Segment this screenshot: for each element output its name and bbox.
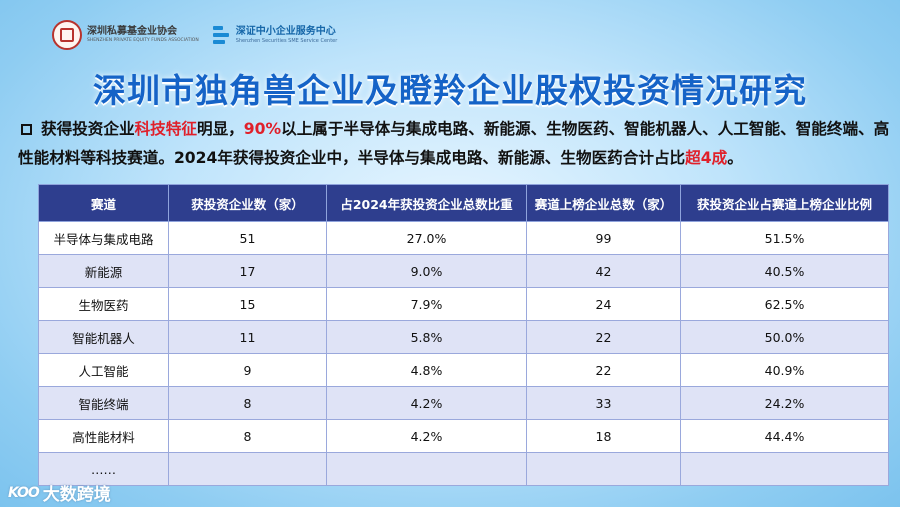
szse-mark-icon — [212, 24, 231, 46]
col-header-invested-ratio: 获投资企业占赛道上榜企业比例 — [680, 184, 889, 222]
cell-share-2024: 4.8% — [326, 353, 527, 387]
col-header-invested-count: 获投资企业数（家） — [168, 184, 327, 222]
cell-share-2024: 7.9% — [326, 287, 527, 321]
cell-invested-count: 17 — [168, 254, 327, 288]
cell-invested-ratio: 62.5% — [680, 287, 889, 321]
col-header-listed-total: 赛道上榜企业总数（家） — [526, 184, 681, 222]
cell-listed-total: 33 — [526, 386, 681, 420]
cell-invested-ratio: 44.4% — [680, 419, 889, 453]
cell-track: …… — [38, 452, 169, 486]
sz-pe-association-logo: 深圳私募基金业协会 SHENZHEN PRIVATE EQUITY FUNDS … — [52, 20, 199, 50]
cell-invested-count — [168, 452, 327, 486]
cell-listed-total: 22 — [526, 353, 681, 387]
bullet-text-4: 。 — [727, 149, 743, 167]
cell-invested-ratio: 51.5% — [680, 221, 889, 255]
bullet-text-3: 以上属于半导体与集成电路、新能源、生物医药、智能机器人、人工智能、智能终端、高性… — [18, 120, 890, 167]
bullet-highlight-3: 超4成 — [685, 149, 728, 167]
cell-invested-count: 8 — [168, 419, 327, 453]
cell-track: 高性能材料 — [38, 419, 169, 453]
cell-share-2024: 4.2% — [326, 386, 527, 420]
cell-listed-total: 42 — [526, 254, 681, 288]
sme-center-name: 深证中小企业服务中心 — [235, 25, 336, 37]
cell-invested-ratio: 50.0% — [680, 320, 889, 354]
association-name: 深圳私募基金业协会 — [87, 25, 177, 37]
table-header-row: 赛道 获投资企业数（家） 占2024年获投资企业总数比重 赛道上榜企业总数（家）… — [38, 184, 889, 222]
cell-invested-ratio: 24.2% — [680, 386, 889, 420]
investment-table: 赛道 获投资企业数（家） 占2024年获投资企业总数比重 赛道上榜企业总数（家）… — [38, 184, 889, 486]
table-row: 新能源 17 9.0% 42 40.5% — [38, 254, 889, 288]
table-row: 人工智能 9 4.8% 22 40.9% — [38, 353, 889, 387]
cell-track: 智能终端 — [38, 386, 169, 420]
table-row: 半导体与集成电路 51 27.0% 99 51.5% — [38, 221, 889, 255]
cell-invested-ratio: 40.5% — [680, 254, 889, 288]
cell-listed-total: 24 — [526, 287, 681, 321]
cell-invested-count: 15 — [168, 287, 327, 321]
cell-listed-total: 22 — [526, 320, 681, 354]
cell-track: 智能机器人 — [38, 320, 169, 354]
bullet-text-1: 获得投资企业 — [41, 120, 135, 138]
table-row: 生物医药 15 7.9% 24 62.5% — [38, 287, 889, 321]
cell-listed-total: 99 — [526, 221, 681, 255]
cell-invested-count: 9 — [168, 353, 327, 387]
sme-center-name-en: Shenzhen Securities SME Service Center — [235, 37, 338, 44]
cell-share-2024: 5.8% — [326, 320, 527, 354]
watermark-mark: KOO — [8, 484, 40, 501]
association-seal-icon — [52, 20, 82, 50]
table-row: …… — [38, 452, 889, 486]
watermark-text: 大数跨境 — [42, 485, 111, 505]
page-title: 深圳市独角兽企业及瞪羚企业股权投资情况研究 — [93, 71, 807, 110]
cell-share-2024 — [326, 452, 527, 486]
bullet-highlight-1: 科技特征 — [134, 120, 197, 138]
bullet-text-2: 明显， — [196, 120, 244, 138]
table-row: 高性能材料 8 4.2% 18 44.4% — [38, 419, 889, 453]
cell-track: 新能源 — [38, 254, 169, 288]
cell-track: 人工智能 — [38, 353, 169, 387]
cell-listed-total — [526, 452, 681, 486]
cell-invested-ratio: 40.9% — [680, 353, 889, 387]
cell-track: 半导体与集成电路 — [38, 221, 169, 255]
cell-invested-ratio — [680, 452, 889, 486]
bullet-square-icon — [21, 124, 32, 135]
cell-listed-total: 18 — [526, 419, 681, 453]
table-row: 智能终端 8 4.2% 33 24.2% — [38, 386, 889, 420]
table-row: 智能机器人 11 5.8% 22 50.0% — [38, 320, 889, 354]
association-name-en: SHENZHEN PRIVATE EQUITY FUNDS ASSOCIATIO… — [87, 37, 199, 43]
watermark: KOO 大数跨境 — [8, 480, 111, 506]
cell-invested-count: 51 — [168, 221, 327, 255]
bullet-highlight-2: 90% — [243, 120, 282, 138]
col-header-share-2024: 占2024年获投资企业总数比重 — [326, 184, 527, 222]
cell-invested-count: 8 — [168, 386, 327, 420]
cell-invested-count: 11 — [168, 320, 327, 354]
cell-share-2024: 4.2% — [326, 419, 527, 453]
szse-sme-center-logo: 深证中小企业服务中心 Shenzhen Securities SME Servi… — [212, 24, 338, 46]
cell-share-2024: 9.0% — [326, 254, 527, 288]
col-header-track: 赛道 — [38, 184, 169, 222]
header-logos: 深圳私募基金业协会 SHENZHEN PRIVATE EQUITY FUNDS … — [52, 18, 351, 52]
cell-track: 生物医药 — [38, 287, 169, 321]
cell-share-2024: 27.0% — [326, 221, 527, 255]
summary-bullet: 获得投资企业科技特征明显，90%以上属于半导体与集成电路、新能源、生物医药、智能… — [18, 115, 890, 173]
